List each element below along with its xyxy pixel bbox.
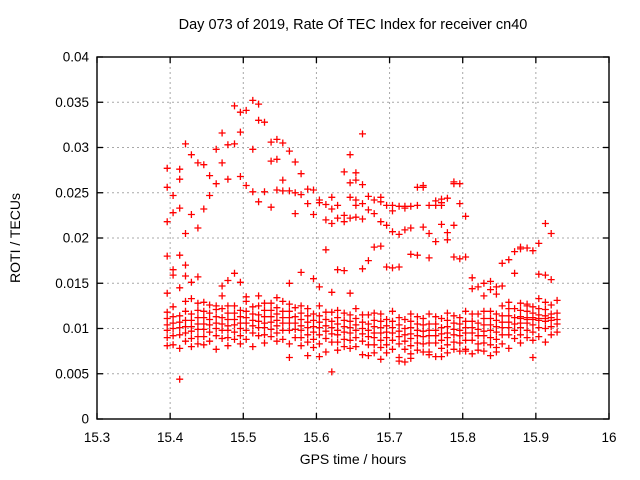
x-tick-label: 15.6	[303, 430, 329, 445]
x-tick-label: 15.4	[157, 430, 184, 445]
x-axis-label: GPS time / hours	[300, 451, 407, 467]
gridlines	[97, 57, 609, 419]
x-tick-label: 16	[601, 430, 616, 445]
x-tick-label: 15.9	[523, 430, 549, 445]
y-tick-label: 0.04	[63, 50, 90, 65]
y-tick-label: 0.025	[55, 185, 89, 200]
y-tick-label: 0.03	[63, 140, 89, 155]
x-tick-label: 15.5	[230, 430, 256, 445]
x-tick-label: 15.3	[84, 430, 110, 445]
tick-labels: 15.3 15.4 15.5 15.6 15.7 15.8 15.9 16 0 0.005 0.01…	[55, 50, 616, 446]
x-tick-label: 15.7	[376, 430, 402, 445]
x-tick-label: 15.8	[450, 430, 476, 445]
y-tick-label: 0	[81, 412, 89, 427]
y-tick-label: 0.005	[55, 366, 89, 381]
y-tick-label: 0.01	[63, 321, 89, 336]
y-tick-label: 0.015	[55, 276, 89, 291]
chart-title: Day 073 of 2019, Rate Of TEC Index for r…	[179, 17, 528, 33]
scatter-points	[163, 96, 561, 383]
y-tick-label: 0.035	[55, 95, 89, 110]
plot-border	[96, 56, 610, 420]
y-axis-label: ROTI / TECUs	[7, 193, 23, 283]
y-tick-label: 0.02	[63, 231, 89, 246]
